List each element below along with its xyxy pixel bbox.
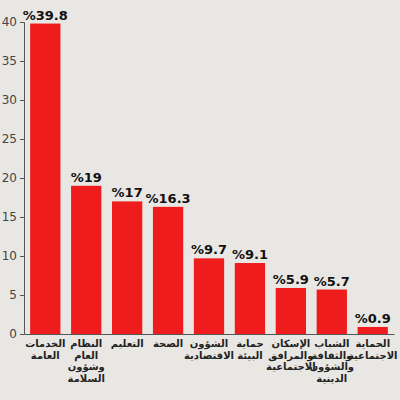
x-tick-label: النظامالعاموشؤونالسلامة (68, 338, 105, 384)
y-tick-mark (20, 295, 24, 296)
y-axis: 0 5 10 15 20 25 30 35 40 (2, 15, 25, 341)
data-labels: %39.8 %19 %17%16.3 %9.7 %9.1 %5.9 %5.7 %0.9 (23, 8, 391, 326)
y-tick-mark (20, 334, 24, 335)
y-tick: 15 (2, 210, 24, 224)
x-axis: الخدماتالعامةالنظامالعاموشؤونالسلامةالتع… (25, 334, 398, 384)
data-label: %16.3 (146, 191, 191, 206)
y-tick-label: 5 (9, 288, 17, 302)
x-tick-label-line: النظام (70, 338, 102, 350)
x-tick-label: الشؤونالاقتصادية (184, 338, 234, 361)
x-tick-label: الشبابوالثقافةوالشؤونالدينية (309, 338, 354, 384)
x-tick-label-line: العام (74, 350, 98, 362)
x-tick-label-line: والمرافق (268, 350, 313, 362)
chart: 0510152025303540الخدماتالعامةالنظامالعام… (0, 0, 400, 400)
bar (235, 263, 265, 334)
bar (71, 186, 101, 334)
y-tick-label: 0 (9, 327, 17, 341)
x-tick-label-line: الدينية (316, 373, 347, 384)
y-tick-label: 25 (2, 132, 17, 146)
x-tick-label: التعليم (111, 338, 144, 349)
x-tick-label: الصحة (153, 338, 183, 349)
x-tick-label-line: السلامة (68, 373, 105, 384)
bars (30, 24, 388, 334)
x-tick-label: حمايةالبيئة (236, 338, 264, 361)
x-tick: الخدماتالعامة (25, 334, 65, 361)
bar (153, 207, 183, 334)
x-tick-label-line: والشؤون (309, 361, 354, 373)
x-tick: الإسكانوالمرافقالاجتماعية (266, 334, 316, 372)
y-tick-label: 30 (2, 93, 17, 107)
y-tick-mark (20, 178, 24, 179)
x-tick-label-line: وشؤون (68, 361, 105, 373)
x-axis-line (25, 334, 395, 335)
x-tick: الشؤونالاقتصادية (184, 334, 234, 361)
bar (112, 201, 142, 334)
x-tick-label-line: والثقافة (311, 350, 352, 362)
x-tick-label-line: الحماية (355, 338, 390, 349)
x-tick-label-line: الخدمات (25, 338, 65, 349)
x-tick-label: الخدماتالعامة (25, 338, 65, 361)
y-tick: 30 (2, 93, 24, 107)
x-tick-label-line: الصحة (153, 338, 183, 349)
x-tick-label-line: الشؤون (190, 338, 228, 350)
y-tick-label: 20 (2, 171, 17, 185)
y-tick: 20 (2, 171, 24, 185)
bar (30, 24, 60, 334)
bar (358, 327, 388, 334)
data-label: %5.9 (273, 272, 309, 287)
y-tick-mark (20, 256, 24, 257)
y-tick: 5 (9, 288, 24, 302)
y-axis-line (20, 23, 25, 335)
y-tick-mark (20, 100, 24, 101)
x-tick-label-line: حماية (236, 338, 264, 349)
y-tick: 40 (2, 15, 24, 29)
y-tick: 10 (2, 249, 24, 263)
y-tick-label: 10 (2, 249, 17, 263)
y-tick: 25 (2, 132, 24, 146)
plot: 0510152025303540الخدماتالعامةالنظامالعام… (2, 8, 398, 384)
y-tick: 0 (9, 327, 24, 341)
y-tick-label: 15 (2, 210, 17, 224)
x-tick-label-line: الإسكان (271, 338, 310, 350)
data-label: %0.9 (355, 311, 391, 326)
x-tick: حمايةالبيئة (236, 334, 264, 361)
x-tick-label-line: الاجتماعية (348, 350, 398, 361)
y-tick: 35 (2, 54, 24, 68)
data-label: %17 (112, 185, 143, 200)
y-tick-mark (20, 139, 24, 140)
y-tick-label: 40 (2, 15, 17, 29)
bar (317, 290, 347, 334)
x-tick-label-line: العامة (31, 350, 60, 361)
x-tick: الصحة (153, 334, 183, 349)
y-tick-mark (20, 217, 24, 218)
y-tick-mark (20, 61, 24, 62)
data-label: %5.7 (314, 274, 350, 289)
x-tick-label-line: الاقتصادية (184, 350, 234, 361)
bar (276, 288, 306, 334)
x-tick: التعليم (111, 334, 144, 349)
data-label: %9.1 (232, 247, 268, 262)
x-tick-label-line: البيئة (237, 350, 263, 361)
x-tick: النظامالعاموشؤونالسلامة (68, 334, 105, 384)
y-tick-label: 35 (2, 54, 17, 68)
x-tick: الحمايةالاجتماعية (348, 334, 398, 361)
data-label: %9.7 (191, 242, 227, 257)
x-tick-label-line: الاجتماعية (266, 361, 316, 372)
x-tick-label: الإسكانوالمرافقالاجتماعية (266, 338, 316, 372)
data-label: %39.8 (23, 8, 68, 23)
bar (194, 258, 224, 334)
x-tick-label-line: التعليم (111, 338, 144, 349)
x-tick-label-line: الشباب (314, 338, 349, 349)
data-label: %19 (71, 170, 102, 185)
x-tick-label: الحمايةالاجتماعية (348, 338, 398, 361)
